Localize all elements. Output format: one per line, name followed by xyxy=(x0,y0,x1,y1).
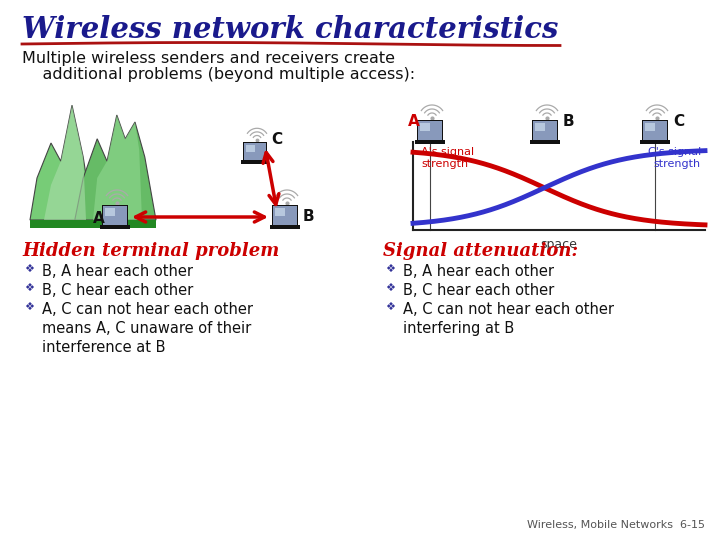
Text: Multiple wireless senders and receivers create: Multiple wireless senders and receivers … xyxy=(22,51,395,66)
Polygon shape xyxy=(93,115,142,220)
Polygon shape xyxy=(75,115,156,220)
Text: B, C hear each other: B, C hear each other xyxy=(403,283,554,298)
Bar xyxy=(243,142,267,161)
Text: C: C xyxy=(673,114,684,129)
Text: C's signal
strength: C's signal strength xyxy=(648,147,701,168)
Text: A: A xyxy=(93,211,104,226)
Text: C: C xyxy=(271,132,282,147)
Bar xyxy=(639,140,670,144)
Bar xyxy=(272,205,298,226)
Bar xyxy=(246,145,255,152)
Bar xyxy=(415,140,446,144)
Polygon shape xyxy=(30,220,156,228)
Bar xyxy=(645,123,654,131)
Text: Wireless, Mobile Networks  6-15: Wireless, Mobile Networks 6-15 xyxy=(527,520,705,530)
Text: B, A hear each other: B, A hear each other xyxy=(42,264,193,279)
Text: A: A xyxy=(408,114,420,129)
Text: ❖: ❖ xyxy=(385,302,395,312)
Text: Wireless network characteristics: Wireless network characteristics xyxy=(22,15,559,44)
Text: B: B xyxy=(563,114,575,129)
Text: ❖: ❖ xyxy=(24,283,34,293)
Text: Signal attenuation:: Signal attenuation: xyxy=(383,242,578,260)
Bar xyxy=(273,206,297,225)
Bar xyxy=(241,160,269,164)
Text: Hidden terminal problem: Hidden terminal problem xyxy=(22,242,279,260)
Text: A, C can not hear each other: A, C can not hear each other xyxy=(403,302,614,317)
Bar xyxy=(275,208,284,215)
Bar xyxy=(102,205,128,226)
Bar xyxy=(535,123,544,131)
Text: B, C hear each other: B, C hear each other xyxy=(42,283,193,298)
Text: means A, C unaware of their: means A, C unaware of their xyxy=(42,321,251,336)
Bar xyxy=(530,140,560,144)
Bar xyxy=(99,225,130,229)
Text: ❖: ❖ xyxy=(385,283,395,293)
Bar xyxy=(244,143,266,160)
Bar xyxy=(105,208,114,215)
Text: interference at B: interference at B xyxy=(42,340,166,355)
Text: space: space xyxy=(541,238,577,251)
Text: ❖: ❖ xyxy=(24,302,34,312)
Text: A, C can not hear each other: A, C can not hear each other xyxy=(42,302,253,317)
Bar xyxy=(643,122,667,140)
Text: additional problems (beyond multiple access):: additional problems (beyond multiple acc… xyxy=(22,67,415,82)
Polygon shape xyxy=(30,105,93,220)
Bar xyxy=(532,120,558,141)
Text: interfering at B: interfering at B xyxy=(403,321,514,336)
Text: B, A hear each other: B, A hear each other xyxy=(403,264,554,279)
Bar xyxy=(420,123,430,131)
Text: A's signal
strength: A's signal strength xyxy=(421,147,474,168)
Bar xyxy=(103,206,127,225)
Bar xyxy=(417,120,443,141)
Text: ❖: ❖ xyxy=(24,264,34,274)
Bar xyxy=(418,122,442,140)
Bar xyxy=(533,122,557,140)
Bar xyxy=(642,120,668,141)
Polygon shape xyxy=(44,105,86,220)
Bar xyxy=(269,225,300,229)
Text: ❖: ❖ xyxy=(385,264,395,274)
Text: B: B xyxy=(303,209,315,224)
